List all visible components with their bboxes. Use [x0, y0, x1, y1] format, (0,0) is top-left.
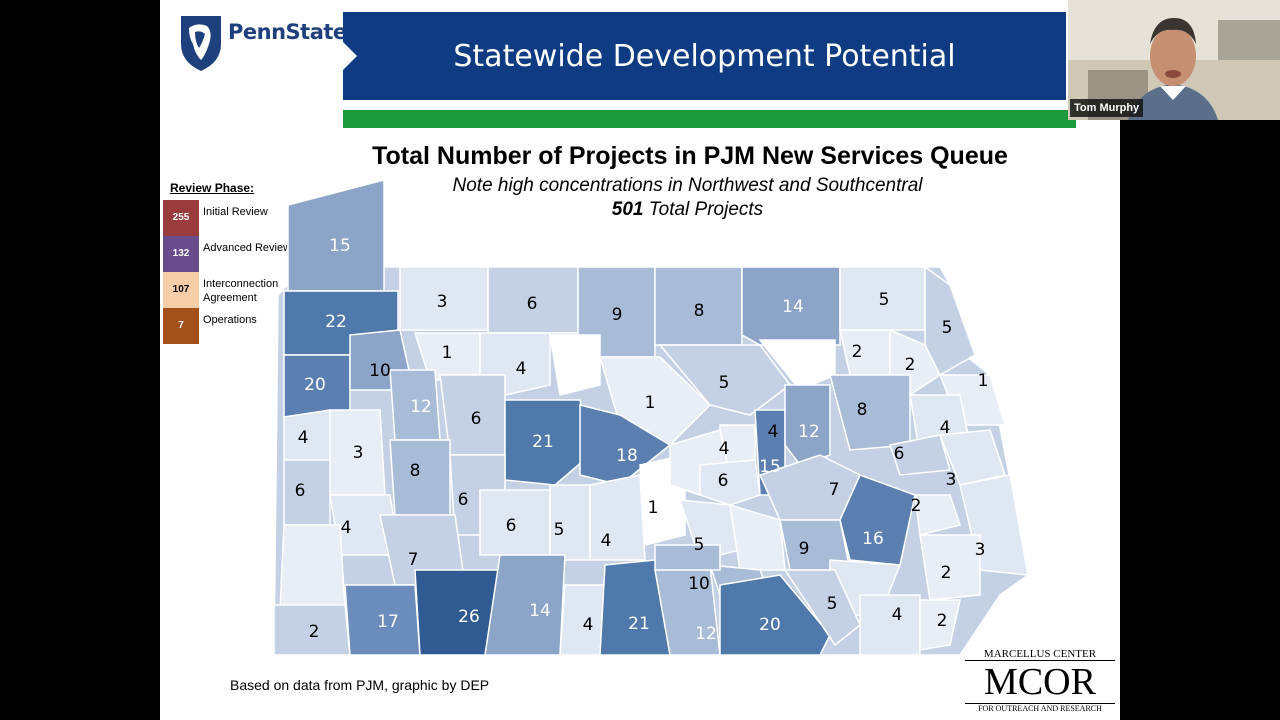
legend-item-initial-review: 255 Initial Review — [163, 200, 303, 236]
chart-title: Total Number of Projects in PJM New Serv… — [372, 142, 1008, 170]
legend-label: Initial Review — [203, 206, 268, 218]
county-value: 5 — [827, 594, 838, 614]
county-value: 5 — [879, 290, 890, 310]
county-value: 2 — [852, 342, 863, 362]
county-value: 15 — [329, 236, 351, 256]
county-value: 12 — [798, 422, 820, 442]
title-banner — [343, 12, 1066, 100]
green-divider — [343, 110, 1076, 128]
county-value: 7 — [408, 550, 419, 570]
county-value: 18 — [616, 446, 638, 466]
total-number: 501 — [611, 199, 644, 220]
county-value: 2 — [911, 496, 922, 516]
county-value: 4 — [768, 422, 779, 442]
county-value: 12 — [410, 397, 432, 417]
source-footnote: Based on data from PJM, graphic by DEP — [230, 677, 490, 693]
legend-item-advanced-review: 132 Advanced Review — [163, 236, 303, 272]
chart-subtitle: Note high concentrations in Northwest an… — [452, 175, 923, 196]
mcor-logo: MARCELLUS CENTER MCOR FOR OUTREACH AND R… — [965, 648, 1115, 718]
county-value: 3 — [437, 292, 448, 312]
legend-count: 255 — [163, 200, 199, 236]
county-value: 2 — [905, 355, 916, 375]
participant-name: Tom Murphy — [1070, 99, 1144, 117]
legend-count: 132 — [163, 236, 199, 272]
county-value: 3 — [975, 540, 986, 560]
presentation-slide: PennState Statewide Development Potentia… — [160, 0, 1120, 720]
legend-item-interconnection: 107 Interconnection Agreement — [163, 272, 303, 308]
county-value: 4 — [516, 359, 527, 379]
county-value: 5 — [694, 535, 705, 555]
mcor-top-text: MARCELLUS CENTER — [965, 648, 1115, 661]
county-value: 14 — [782, 297, 804, 317]
county-value: 22 — [325, 312, 347, 332]
county-value: 2 — [941, 563, 952, 583]
webcam-video-tile[interactable]: Tom Murphy — [1068, 0, 1280, 120]
county-value: 8 — [694, 301, 705, 321]
legend-label: Operations — [203, 314, 257, 326]
county-value: 5 — [554, 520, 565, 540]
county-value: 12 — [695, 624, 717, 644]
county-value: 9 — [799, 539, 810, 559]
banner-title: Statewide Development Potential — [453, 39, 956, 74]
county-value: 7 — [829, 480, 840, 500]
banner-notch — [343, 42, 357, 70]
county-value: 17 — [377, 612, 399, 632]
county-value: 1 — [645, 393, 656, 413]
county-value: 2 — [309, 622, 320, 642]
county-value: 6 — [458, 490, 469, 510]
legend-count: 7 — [163, 308, 199, 344]
county-value: 4 — [601, 531, 612, 551]
mcor-main-text: MCOR — [984, 661, 1096, 703]
legend-title: Review Phase: — [170, 181, 255, 195]
county-value: 4 — [583, 615, 594, 635]
county-value: 14 — [529, 601, 551, 621]
pennstate-logo — [181, 16, 221, 71]
county-value: 10 — [688, 574, 710, 594]
county-value: 6 — [471, 409, 482, 429]
legend-count: 107 — [163, 272, 199, 308]
county-value: 1 — [648, 498, 659, 518]
county-value: 3 — [353, 443, 364, 463]
total-projects: 501 Total Projects — [320, 199, 1055, 221]
pennsylvania-county-map: 15 22 3 6 9 8 14 5 5 20 10 1 4 2 2 1 12 … — [273, 179, 1029, 656]
county-value: 4 — [298, 428, 309, 448]
county-value: 5 — [942, 318, 953, 338]
county-value: 6 — [506, 516, 517, 536]
county-value: 1 — [978, 371, 989, 391]
county-value: 21 — [628, 614, 650, 634]
county-value: 6 — [295, 481, 306, 501]
legend-label: Advanced Review — [203, 242, 292, 254]
county-value: 20 — [759, 615, 781, 635]
county-value: 16 — [862, 529, 884, 549]
pennstate-wordmark: PennState — [228, 20, 347, 44]
county-value: 4 — [940, 418, 951, 438]
legend-label: Interconnection Agreement — [203, 278, 279, 304]
county-value: 4 — [341, 518, 352, 538]
county-value: 6 — [894, 444, 905, 464]
county-value: 4 — [719, 439, 730, 459]
county-value: 20 — [304, 375, 326, 395]
county-value: 2 — [937, 611, 948, 631]
total-label: Total Projects — [643, 199, 764, 220]
county-value: 10 — [369, 361, 391, 381]
county-value: 6 — [527, 294, 538, 314]
county-value: 5 — [719, 373, 730, 393]
county-value: 8 — [410, 461, 421, 481]
county-value: 8 — [857, 400, 868, 420]
county-value: 6 — [718, 471, 729, 491]
county-value: 21 — [532, 432, 554, 452]
county-value: 4 — [892, 605, 903, 625]
county-value: 9 — [612, 305, 623, 325]
legend-item-operations: 7 Operations — [163, 308, 303, 344]
county-value: 3 — [946, 470, 957, 490]
county-value: 26 — [458, 607, 480, 627]
mcor-bottom-text: FOR OUTREACH AND RESEARCH — [965, 703, 1115, 713]
county-value: 1 — [442, 343, 453, 363]
county-value: 15 — [759, 457, 781, 477]
